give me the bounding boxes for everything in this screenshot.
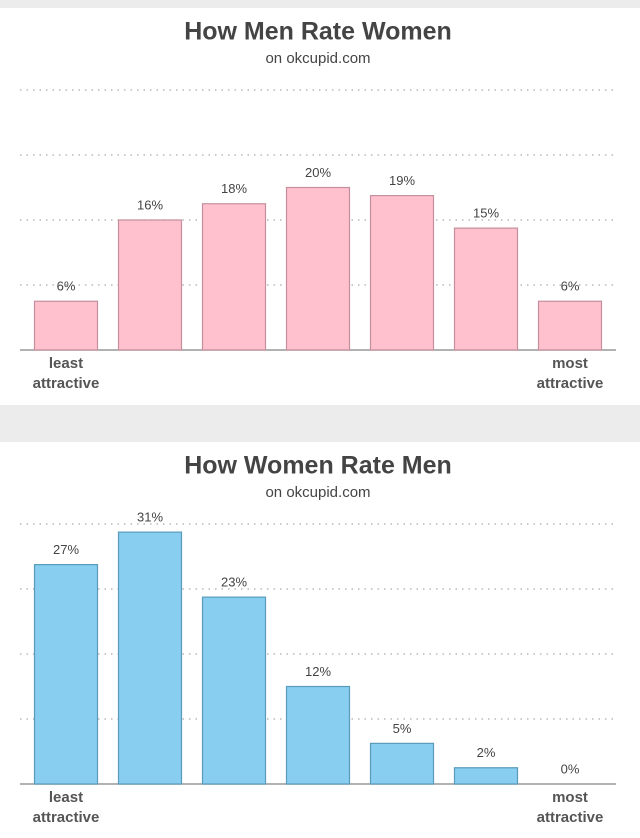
bar [369, 742, 435, 785]
chart-subtitle: on okcupid.com [265, 50, 370, 67]
value-label: 5% [393, 721, 412, 736]
value-label: 15% [473, 206, 499, 221]
bar [453, 767, 519, 785]
bar [117, 531, 183, 785]
value-label: 20% [305, 165, 331, 180]
x-tick-label: least attractive [32, 789, 100, 826]
value-label: 6% [57, 279, 76, 294]
x-tick-label: most attractive [536, 355, 604, 392]
bar [453, 227, 519, 351]
x-tick-label: least attractive [32, 355, 100, 392]
value-label: 18% [221, 181, 247, 196]
value-label: 2% [477, 745, 496, 760]
value-label: 19% [389, 173, 415, 188]
bar [201, 596, 267, 785]
bar [117, 219, 183, 351]
value-label: 12% [305, 664, 331, 679]
x-tick-label: most attractive [536, 789, 604, 826]
bar [33, 300, 99, 351]
bar [285, 186, 351, 351]
bar [285, 685, 351, 785]
bar [537, 300, 603, 351]
value-label: 23% [221, 575, 247, 590]
chart-title: How Men Rate Women [184, 18, 452, 46]
value-label: 27% [53, 542, 79, 557]
chart-title: How Women Rate Men [184, 452, 452, 480]
bar [369, 195, 435, 351]
bar [201, 203, 267, 351]
bar [33, 564, 99, 785]
chart-subtitle: on okcupid.com [265, 484, 370, 501]
value-label: 31% [137, 510, 163, 525]
value-label: 0% [561, 761, 580, 776]
value-label: 16% [137, 197, 163, 212]
value-label: 6% [561, 279, 580, 294]
